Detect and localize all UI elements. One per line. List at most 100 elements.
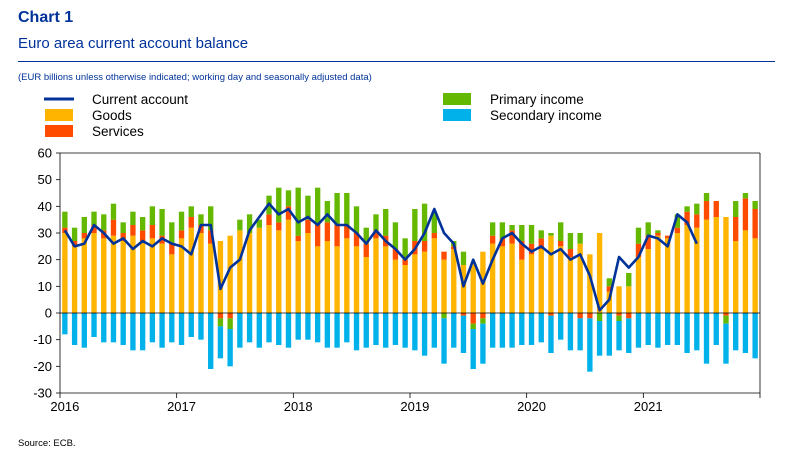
bar-secondary-income xyxy=(159,313,165,348)
bar-secondary-income xyxy=(451,313,457,348)
bar-primary-income xyxy=(635,227,642,244)
bar-primary-income xyxy=(431,211,437,233)
x-tick-label: 2018 xyxy=(284,399,313,414)
bar-secondary-income xyxy=(402,313,408,348)
bar-secondary-income xyxy=(208,313,214,369)
bar-services xyxy=(373,230,379,239)
bar-goods xyxy=(295,241,301,313)
bar-services xyxy=(635,243,642,257)
y-tick-label: 40 xyxy=(38,199,52,214)
bar-services xyxy=(71,241,78,247)
bar-goods xyxy=(344,238,350,313)
bar-goods xyxy=(402,265,408,313)
y-tick-label: -30 xyxy=(33,386,52,401)
bar-services xyxy=(324,222,331,241)
bar-secondary-income xyxy=(169,313,175,343)
bar-secondary-income xyxy=(596,321,603,356)
bar-primary-income xyxy=(470,323,476,329)
bar-secondary-income xyxy=(489,313,496,348)
bar-services xyxy=(606,286,612,292)
bar-goods xyxy=(178,238,185,313)
bar-services xyxy=(149,225,156,239)
bar-goods xyxy=(519,259,525,313)
bar-services xyxy=(684,211,690,225)
bar-secondary-income xyxy=(509,313,515,348)
bar-goods xyxy=(276,230,282,313)
bar-goods xyxy=(674,233,681,313)
legend-label-services: Services xyxy=(92,124,144,139)
bar-secondary-income xyxy=(567,313,574,351)
bar-secondary-income xyxy=(635,313,642,348)
bar-goods xyxy=(742,230,749,313)
legend-swatch-goods xyxy=(45,109,73,121)
bar-services xyxy=(91,225,97,233)
bar-primary-income xyxy=(71,227,78,241)
bar-secondary-income xyxy=(314,313,321,343)
bar-goods xyxy=(227,235,233,313)
bar-goods xyxy=(120,241,126,313)
bar-goods xyxy=(528,254,535,313)
bar-services xyxy=(742,198,749,231)
x-tick-label: 2016 xyxy=(50,399,79,414)
y-tick-label: 20 xyxy=(38,252,52,267)
bar-goods xyxy=(635,257,642,313)
bar-goods xyxy=(62,233,68,313)
bar-services xyxy=(548,313,554,316)
bar-services xyxy=(723,313,729,316)
bar-services xyxy=(431,233,437,239)
bar-primary-income xyxy=(460,251,467,265)
bar-primary-income xyxy=(256,219,262,228)
bar-secondary-income xyxy=(373,313,379,345)
bar-services xyxy=(217,313,224,319)
bar-primary-income xyxy=(421,203,428,241)
bar-goods xyxy=(645,249,651,313)
bar-goods xyxy=(188,227,194,313)
y-tick-label: -20 xyxy=(33,359,52,374)
bar-goods xyxy=(558,246,564,313)
bar-goods xyxy=(538,249,544,313)
bar-goods xyxy=(353,246,360,313)
bar-primary-income xyxy=(528,225,535,244)
bar-goods xyxy=(509,243,515,313)
units-note: (EUR billions unless otherwise indicated… xyxy=(18,72,372,83)
bar-services xyxy=(353,233,360,247)
bar-primary-income xyxy=(208,206,214,231)
bar-goods xyxy=(713,217,719,313)
bar-secondary-income xyxy=(149,313,156,343)
bar-primary-income xyxy=(178,211,185,231)
bar-goods xyxy=(412,254,418,313)
y-tick-label: 10 xyxy=(38,279,52,294)
bar-services xyxy=(694,214,700,228)
bar-services xyxy=(169,243,175,255)
bar-goods xyxy=(101,238,107,313)
bar-primary-income xyxy=(120,222,126,233)
bar-goods xyxy=(577,243,583,313)
legend-label-current-account: Current account xyxy=(92,92,188,107)
bar-secondary-income xyxy=(363,313,369,348)
bar-goods xyxy=(217,241,224,313)
bar-secondary-income xyxy=(81,313,87,348)
bar-secondary-income xyxy=(664,313,671,345)
y-tick-label: -10 xyxy=(33,332,52,347)
bar-secondary-income xyxy=(383,313,389,348)
bar-goods xyxy=(363,257,369,313)
bar-primary-income xyxy=(509,225,515,231)
bar-secondary-income xyxy=(548,315,554,353)
bar-goods xyxy=(694,227,700,313)
bar-services xyxy=(402,259,408,265)
bar-goods xyxy=(130,235,136,313)
bar-secondary-income xyxy=(558,313,564,340)
bar-goods xyxy=(489,243,496,313)
bar-primary-income xyxy=(674,214,681,228)
bar-primary-income xyxy=(91,211,97,225)
bar-services xyxy=(587,313,593,319)
bar-secondary-income xyxy=(246,313,253,343)
bar-goods xyxy=(626,286,632,313)
bar-primary-income xyxy=(558,222,564,241)
bar-primary-income xyxy=(480,318,486,324)
legend-swatch-primary-income xyxy=(443,93,471,105)
bar-services xyxy=(528,243,535,255)
bar-primary-income xyxy=(62,211,68,228)
bar-secondary-income xyxy=(71,313,78,345)
